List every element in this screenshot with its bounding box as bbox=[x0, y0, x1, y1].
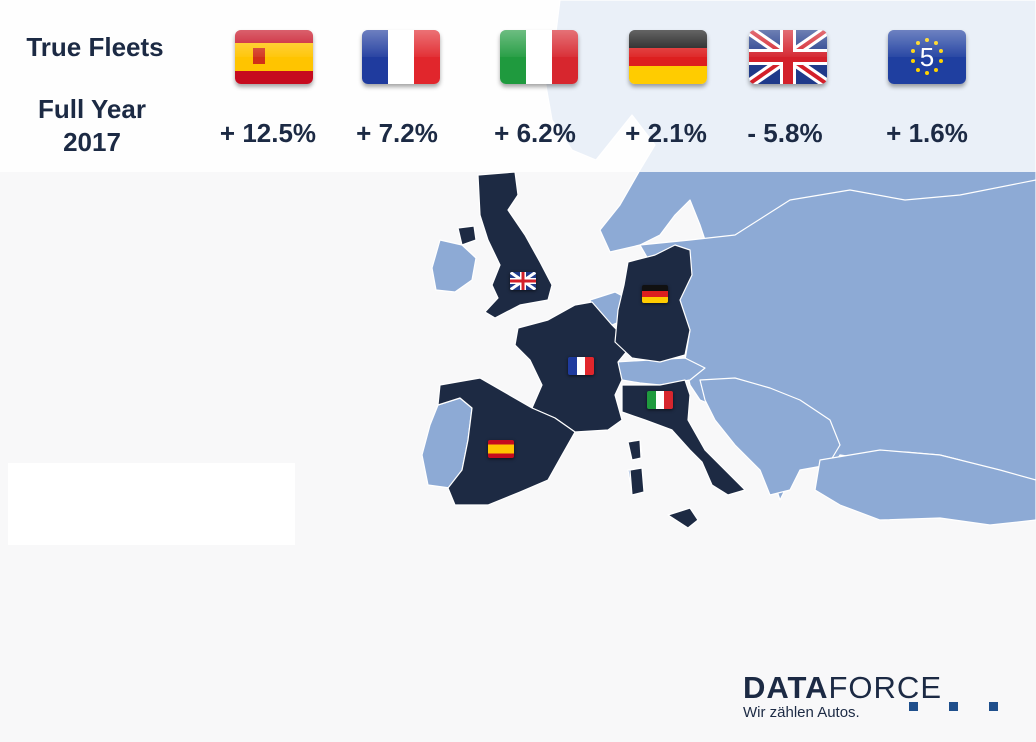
logo-brand-strong: DATA bbox=[743, 670, 829, 705]
germany-map-flag-icon bbox=[642, 285, 668, 303]
balkans-land bbox=[699, 377, 841, 496]
uk-change: - 5.8% bbox=[747, 118, 823, 148]
uk-flag-icon bbox=[749, 30, 827, 84]
eu-number: 5 bbox=[920, 42, 934, 72]
chart-title: True Fleets bbox=[26, 32, 164, 62]
france-map-flag-icon bbox=[568, 357, 594, 375]
europe-change: + 1.6% bbox=[886, 118, 968, 148]
germany-shape bbox=[614, 244, 693, 363]
eu-flag-icon: 5 bbox=[888, 30, 966, 84]
period-label: Full Year 2017 bbox=[38, 94, 146, 157]
germany-flag-icon bbox=[629, 30, 707, 84]
uk-shape bbox=[477, 171, 553, 319]
logo-dot bbox=[989, 702, 998, 711]
logo-dot bbox=[949, 702, 958, 711]
sicily-shape bbox=[667, 507, 699, 529]
france-change: + 7.2% bbox=[356, 118, 438, 148]
france-flag-icon bbox=[362, 30, 440, 84]
sardinia-shape bbox=[629, 467, 645, 496]
germany-change: + 2.1% bbox=[625, 118, 707, 148]
header-band bbox=[0, 0, 1036, 172]
dataforce-logo: DATAFORCE Wir zählen Autos. bbox=[743, 670, 942, 721]
spain-flag-icon bbox=[235, 30, 313, 84]
italy-change: + 6.2% bbox=[494, 118, 576, 148]
blank-panel bbox=[8, 463, 295, 545]
logo-brand-light: FORCE bbox=[828, 670, 942, 705]
italy-map-flag-icon bbox=[647, 391, 673, 409]
logo-dot bbox=[909, 702, 918, 711]
turkey-land bbox=[814, 449, 1036, 526]
ni-shape bbox=[457, 225, 477, 246]
corsica-shape bbox=[627, 439, 642, 461]
spain-map-flag-icon bbox=[488, 440, 514, 458]
ireland-land bbox=[431, 239, 477, 293]
spain-change: + 12.5% bbox=[219, 118, 317, 148]
italy-flag-icon bbox=[500, 30, 578, 84]
logo-tagline: Wir zählen Autos. bbox=[743, 704, 860, 721]
uk-map-flag-icon bbox=[510, 272, 536, 290]
